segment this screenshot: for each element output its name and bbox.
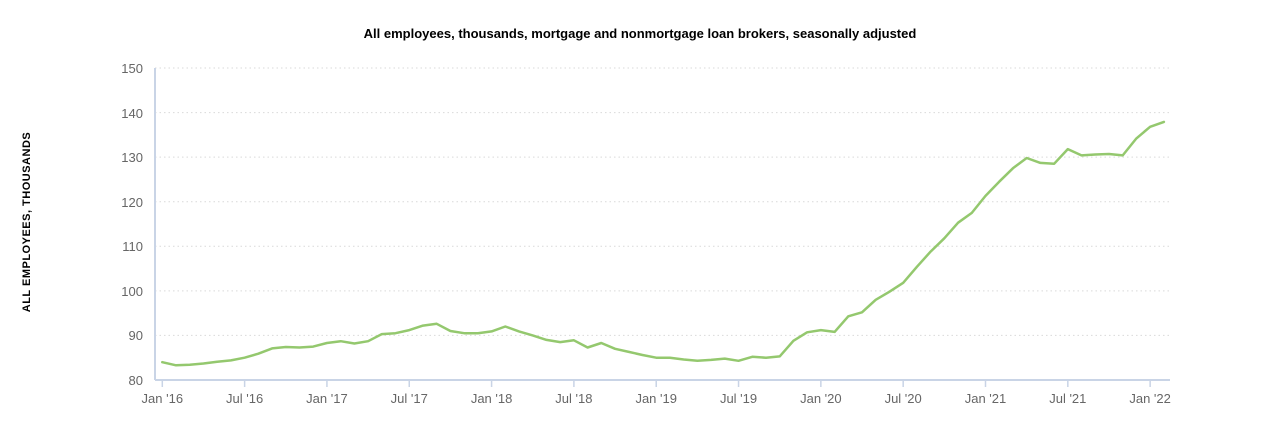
y-tick-label: 80	[128, 373, 143, 388]
x-tick-label: Jul '20	[884, 391, 922, 406]
x-tick-label: Jul '18	[555, 391, 593, 406]
employment-series-line	[161, 120, 1166, 367]
y-tick-label: 90	[128, 328, 143, 344]
chart-title: All employees, thousands, mortgage and n…	[363, 26, 917, 41]
x-tick-label: Jan '21	[964, 391, 1007, 406]
y-tick-label: 120	[121, 194, 143, 210]
x-tick-label: Jul '17	[390, 391, 428, 406]
x-tick-label: Jan '20	[800, 391, 842, 406]
y-tick-label: 140	[121, 105, 143, 121]
x-tick-label: Jul '19	[719, 391, 758, 406]
x-tick-label: Jan '22	[1129, 391, 1171, 406]
x-tick-label: Jan '16	[141, 391, 184, 406]
x-tick-label: Jan '19	[635, 391, 677, 406]
y-tick-label: 130	[121, 150, 143, 166]
x-tick-label: Jul '21	[1049, 391, 1087, 406]
x-tick-label: Jan '18	[470, 391, 513, 406]
y-tick-label: 110	[122, 239, 143, 255]
y-tick-label: 100	[121, 283, 143, 299]
x-tick-label: Jul '16	[226, 391, 264, 406]
y-tick-label: 150	[121, 61, 143, 76]
x-tick-label: Jan '17	[306, 391, 348, 406]
